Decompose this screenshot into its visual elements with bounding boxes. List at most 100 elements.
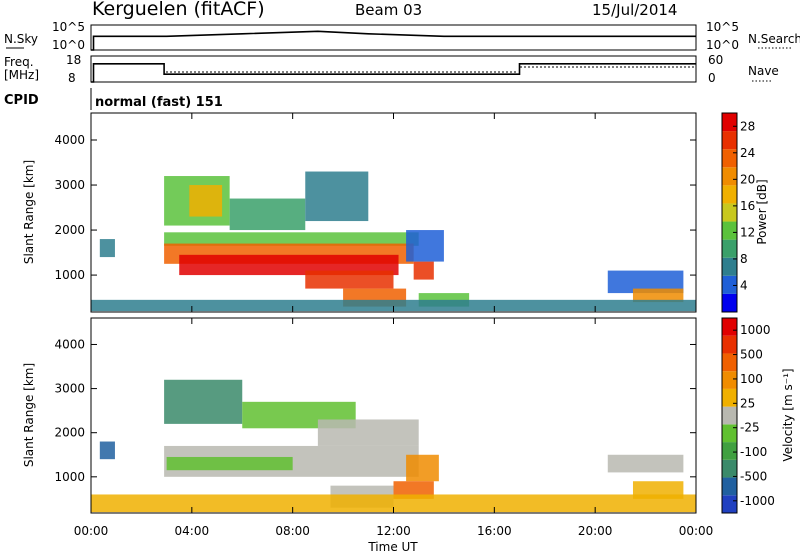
- colorbar-swatch: [722, 477, 737, 496]
- x-tick-label: 20:00: [578, 524, 613, 538]
- colorbar-swatch: [722, 221, 737, 240]
- power-colorbar: 4 8 12 16 20 24 28: [721, 112, 755, 313]
- colorbar-swatch: [722, 275, 737, 294]
- velocity-echo-region: [317, 419, 419, 446]
- y-tick-label: 4000: [54, 337, 85, 351]
- colorbar-swatch: [722, 257, 737, 276]
- power-echo-region: [189, 185, 223, 217]
- frequency-line: [91, 63, 696, 83]
- colorbar-tick-label: 16: [740, 199, 755, 213]
- cpid-label: CPID: [4, 93, 39, 108]
- power-echo-region: [305, 171, 369, 222]
- velocity-y-ticks: 1000 2000 3000 4000: [54, 337, 696, 484]
- power-echo-region: [406, 230, 444, 262]
- noise-search-label: N.Search: [748, 32, 800, 46]
- colorbar-swatch: [722, 167, 737, 186]
- velocity-colorbar-label: Velocity [m s⁻¹]: [781, 368, 795, 461]
- noise-tick-top-right: 10^5: [706, 20, 739, 34]
- beam-title: Beam 03: [355, 1, 422, 19]
- y-tick-label: 3000: [54, 178, 85, 192]
- colorbar-swatch: [722, 185, 737, 204]
- date-title: 15/Jul/2014: [592, 1, 677, 19]
- cpid-panel: CPID normal (fast) 151: [4, 88, 223, 110]
- power-data: [91, 171, 696, 312]
- colorbar-swatch: [722, 149, 737, 168]
- colorbar-tick-label: 28: [740, 119, 755, 133]
- colorbar-swatch: [722, 459, 737, 478]
- noise-panel: N.Sky 10^5 10^0 10^5 10^0 N.Search: [4, 20, 800, 52]
- x-tick-label: 08:00: [275, 524, 310, 538]
- colorbar-tick-label: 25: [740, 396, 755, 410]
- power-echo-region: [229, 198, 306, 231]
- colorbar-tick-label: 4: [740, 278, 748, 292]
- nave-label: Nave: [748, 64, 779, 78]
- y-tick-label: 2000: [54, 223, 85, 237]
- colorbar-frame: [721, 112, 738, 313]
- power-colorbar-label: Power [dB]: [755, 179, 769, 244]
- colorbar-tick-label: 12: [740, 225, 755, 239]
- freq-tick-top: 18: [66, 53, 81, 67]
- x-tick-label: 00:00: [679, 524, 714, 538]
- velocity-echo-region: [406, 454, 439, 482]
- velocity-echo-region: [91, 494, 696, 513]
- colorbar-swatch: [722, 406, 737, 425]
- x-tick-label: 16:00: [477, 524, 512, 538]
- colorbar-tick-label: 24: [740, 146, 755, 160]
- colorbar-swatch: [722, 131, 737, 150]
- velocity-data: [91, 379, 696, 513]
- nave-tick-bottom: 0: [708, 71, 716, 85]
- station-title: Kerguelen (fitACF): [92, 0, 265, 20]
- power-echo-region: [179, 254, 399, 276]
- x-tick-label: 04:00: [175, 524, 210, 538]
- colorbar-tick-label: 8: [740, 252, 748, 266]
- velocity-panel: 1000 2000 3000 4000 Slant Range [km] 1000 50…: [22, 317, 795, 514]
- colorbar-swatch: [722, 388, 737, 407]
- y-tick-label: 4000: [54, 133, 85, 147]
- noise-tick-bottom-left: 10^0: [52, 38, 85, 52]
- power-y-axis-label: Slant Range [km]: [22, 160, 36, 264]
- noise-tick-bottom-right: 10^0: [706, 38, 739, 52]
- colorbar-swatch: [722, 113, 737, 132]
- velocity-echo-region: [99, 441, 115, 460]
- power-echo-region: [607, 270, 684, 294]
- colorbar-tick-label: -1000: [740, 494, 775, 508]
- power-echo-region: [91, 299, 696, 312]
- velocity-echo-region: [166, 456, 293, 471]
- colorbar-swatch: [722, 442, 737, 460]
- noise-tick-top-left: 10^5: [52, 20, 85, 34]
- colorbar-swatch: [722, 424, 737, 443]
- power-echo-region: [305, 270, 394, 289]
- velocity-echo-region: [607, 454, 684, 473]
- x-tick-label: 12:00: [376, 524, 411, 538]
- y-tick-label: 2000: [54, 426, 85, 440]
- noise-sky-label: N.Sky: [4, 32, 38, 46]
- power-panel: 1000 2000 3000 4000 Slant Range [km] 4 8 12 16…: [22, 112, 769, 313]
- colorbar-tick-label: 20: [740, 172, 755, 186]
- freq-tick-bottom: 8: [68, 71, 76, 85]
- colorbar-swatch: [722, 353, 737, 372]
- velocity-y-axis-label: Slant Range [km]: [22, 363, 36, 467]
- colorbar-swatch: [722, 371, 737, 389]
- time-axis-ticks: 00:00 04:00 08:00 12:00 16:00 20:00 00:00: [74, 113, 714, 538]
- colorbar-swatch: [722, 495, 737, 513]
- colorbar-tick-label: -500: [740, 469, 767, 483]
- colorbar-tick-label: 500: [740, 348, 763, 362]
- freq-label: Freq.: [4, 55, 34, 69]
- velocity-colorbar: 1000 500 100 25 -25 -100 -500 -1000: [721, 317, 775, 514]
- colorbar-frame: [721, 317, 738, 514]
- colorbar-tick-label: 100: [740, 372, 763, 386]
- x-tick-label: 00:00: [74, 524, 109, 538]
- colorbar-swatch: [722, 335, 737, 354]
- power-y-ticks: 1000 2000 3000 4000: [54, 133, 696, 282]
- power-echo-region: [164, 232, 419, 246]
- colorbar-swatch: [722, 203, 737, 222]
- colorbar-swatch: [722, 239, 737, 258]
- y-tick-label: 3000: [54, 382, 85, 396]
- cpid-mode: normal (fast) 151: [95, 95, 223, 110]
- time-axis-label: Time UT: [367, 540, 418, 554]
- velocity-echo-region: [164, 379, 243, 424]
- colorbar-tick-label: -100: [740, 445, 767, 459]
- colorbar-tick-label: -25: [740, 421, 760, 435]
- nave-tick-top: 60: [708, 53, 723, 67]
